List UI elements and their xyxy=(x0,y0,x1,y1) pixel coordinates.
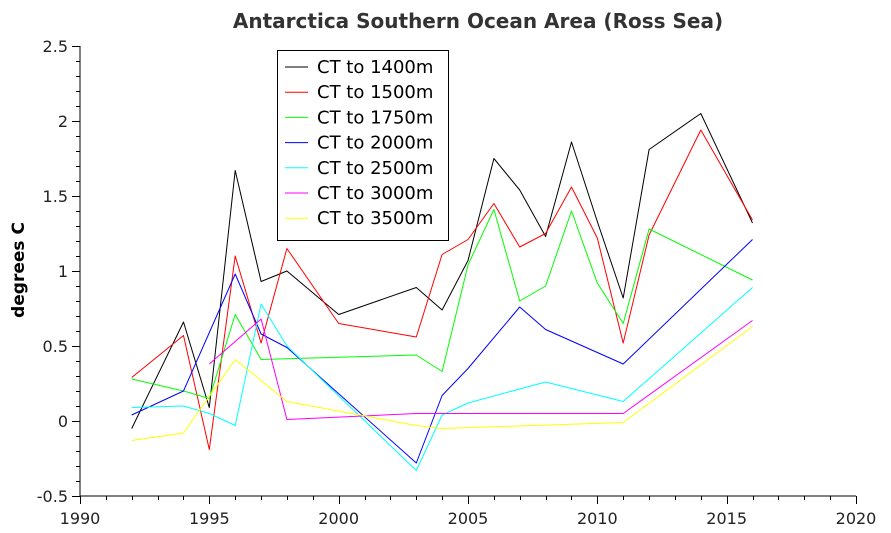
legend: CT to 1400m CT to 1500m CT to 1750m CT to 2… xyxy=(277,50,449,241)
legend-label-7: CT to 3500m xyxy=(317,208,433,229)
series-line-2 xyxy=(131,129,753,450)
chart-title: Antarctica Southern Ocean Area (Ross Sea… xyxy=(233,9,723,33)
legend-label-4: CT to 2000m xyxy=(317,133,433,154)
series-line-3 xyxy=(131,209,753,399)
legend-label-1: CT to 1400m xyxy=(317,57,433,78)
x-tick-label: 2020 xyxy=(836,509,877,528)
legend-label-5: CT to 2500m xyxy=(317,158,433,179)
x-tick-label: 2005 xyxy=(448,509,489,528)
series-line-7 xyxy=(131,326,753,441)
y-tick-label: 0 xyxy=(58,412,68,431)
axes: 1990 1995 2000 2005 2010 2015 2020 -0.5 0 0.5 1 1.5… xyxy=(37,37,877,528)
y-tick-label: 0.5 xyxy=(43,337,68,356)
y-tick-label: 1 xyxy=(58,262,68,281)
y-tick-label: -0.5 xyxy=(37,487,68,506)
series-line-1 xyxy=(131,113,753,429)
series-lines xyxy=(131,113,753,471)
series-line-4 xyxy=(131,239,753,464)
legend-label-3: CT to 1750m xyxy=(317,107,433,128)
y-tick-label: 1.5 xyxy=(43,187,68,206)
series-line-6 xyxy=(208,318,753,420)
y-tick-label: 2.5 xyxy=(43,37,68,56)
y-tick-label: 2 xyxy=(58,112,68,131)
x-tick-label: 2015 xyxy=(706,509,747,528)
y-axis-label: degrees C xyxy=(9,222,29,318)
legend-label-6: CT to 3000m xyxy=(317,183,433,204)
x-tick-label: 1990 xyxy=(60,509,101,528)
x-tick-label: 2010 xyxy=(577,509,618,528)
x-tick-label: 1995 xyxy=(189,509,230,528)
x-tick-label: 2000 xyxy=(318,509,359,528)
legend-box xyxy=(277,50,449,241)
series-line-5 xyxy=(131,287,753,471)
legend-label-2: CT to 1500m xyxy=(317,82,433,103)
